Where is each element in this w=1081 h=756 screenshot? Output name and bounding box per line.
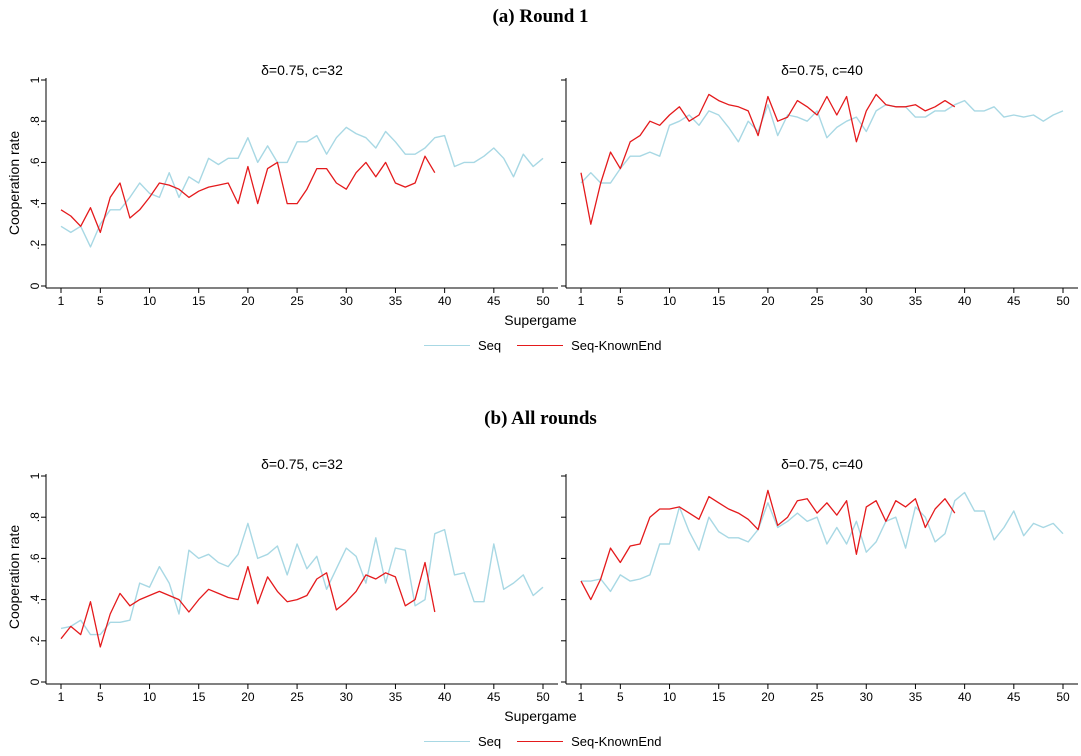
x-tick-label: 45 [1007, 294, 1021, 308]
x-tick-label: 30 [340, 690, 354, 704]
series-line-seq [580, 99, 1064, 184]
legend-label-known-end: Seq-KnownEnd [571, 338, 662, 353]
x-tick-label: 10 [663, 294, 677, 308]
y-tick-label: 0 [28, 678, 42, 685]
y-tick-label: .4 [28, 198, 42, 208]
x-tick-label: 45 [487, 294, 501, 308]
series-line-seq-knownend [580, 93, 956, 225]
x-tick-label: 1 [58, 294, 65, 308]
x-tick-label: 5 [97, 294, 104, 308]
x-axis-title-b: Supergame [504, 708, 577, 724]
x-axis-title-a: Supergame [504, 312, 577, 328]
x-tick-label: 35 [389, 294, 403, 308]
x-tick-label: 20 [761, 690, 775, 704]
x-tick-label: 10 [143, 294, 157, 308]
series-line-seq-knownend [580, 489, 956, 601]
x-tick-label: 40 [958, 690, 972, 704]
section-title-all-rounds: (b) All rounds [484, 408, 597, 429]
y-tick-label: 1 [28, 76, 42, 83]
x-tick-label: 45 [1007, 690, 1021, 704]
series-line-seq [60, 126, 544, 248]
x-tick-label: 35 [909, 294, 923, 308]
x-tick-label: 25 [290, 690, 304, 704]
section-title-round-1: (a) Round 1 [492, 6, 589, 27]
x-tick-label: 1 [578, 294, 585, 308]
series-line-seq-knownend [60, 561, 436, 648]
x-tick-label: 1 [58, 690, 65, 704]
x-tick-label: 15 [712, 690, 726, 704]
x-tick-label: 25 [810, 294, 824, 308]
panel-title-b-right: δ=0.75, c=40 [781, 456, 863, 472]
panel-title-a-right: δ=0.75, c=40 [781, 62, 863, 78]
x-tick-label: 1 [578, 690, 585, 704]
y-tick-label: .6 [28, 157, 42, 167]
legend-swatch-seq [424, 345, 470, 346]
legend-item-seq: Seq [424, 734, 501, 749]
x-tick-label: 20 [241, 294, 255, 308]
x-tick-label: 40 [438, 294, 452, 308]
x-tick-label: 5 [617, 294, 624, 308]
legend-a: Seq Seq-KnownEnd [424, 338, 677, 353]
panel-title-a-left: δ=0.75, c=32 [261, 62, 343, 78]
y-tick-label: .8 [28, 512, 42, 522]
x-tick-label: 15 [192, 294, 206, 308]
x-tick-label: 35 [909, 690, 923, 704]
legend-label-known-end: Seq-KnownEnd [571, 734, 662, 749]
x-tick-label: 40 [438, 690, 452, 704]
x-tick-label: 30 [340, 294, 354, 308]
x-tick-label: 30 [860, 294, 874, 308]
x-tick-label: 10 [663, 690, 677, 704]
x-tick-label: 50 [536, 690, 550, 704]
series-line-seq [581, 491, 1064, 593]
legend-b: Seq Seq-KnownEnd [424, 734, 677, 749]
x-tick-label: 5 [97, 690, 104, 704]
x-tick-label: 35 [389, 690, 403, 704]
legend-swatch-known-end [517, 741, 564, 742]
x-tick-label: 50 [1056, 294, 1070, 308]
x-tick-label: 25 [290, 294, 304, 308]
x-tick-label: 40 [958, 294, 972, 308]
y-tick-label: .4 [28, 594, 42, 604]
y-tick-label: .8 [28, 116, 42, 126]
x-tick-label: 45 [487, 690, 501, 704]
y-tick-label: .2 [28, 239, 42, 249]
legend-swatch-seq [424, 741, 470, 742]
y-tick-label: 0 [28, 282, 42, 289]
legend-swatch-known-end [517, 345, 564, 346]
x-tick-label: 20 [241, 690, 255, 704]
legend-item-known-end: Seq-KnownEnd [517, 734, 661, 749]
y-tick-label: .6 [28, 553, 42, 563]
x-tick-label: 50 [536, 294, 550, 308]
x-tick-label: 10 [143, 690, 157, 704]
panel-title-b-left: δ=0.75, c=32 [261, 456, 343, 472]
x-tick-label: 30 [860, 690, 874, 704]
legend-item-seq: Seq [424, 338, 501, 353]
series-line-seq-knownend [60, 155, 436, 234]
y-tick-label: 1 [28, 472, 42, 479]
legend-label-seq: Seq [478, 338, 502, 353]
legend-item-known-end: Seq-KnownEnd [517, 338, 661, 353]
x-tick-label: 20 [761, 294, 775, 308]
y-tick-label: .2 [28, 635, 42, 645]
x-tick-label: 5 [617, 690, 624, 704]
x-tick-label: 15 [712, 294, 726, 308]
series-line-seq [60, 522, 544, 636]
x-tick-label: 15 [192, 690, 206, 704]
x-tick-label: 25 [810, 690, 824, 704]
legend-label-seq: Seq [478, 734, 502, 749]
x-tick-label: 50 [1056, 690, 1070, 704]
